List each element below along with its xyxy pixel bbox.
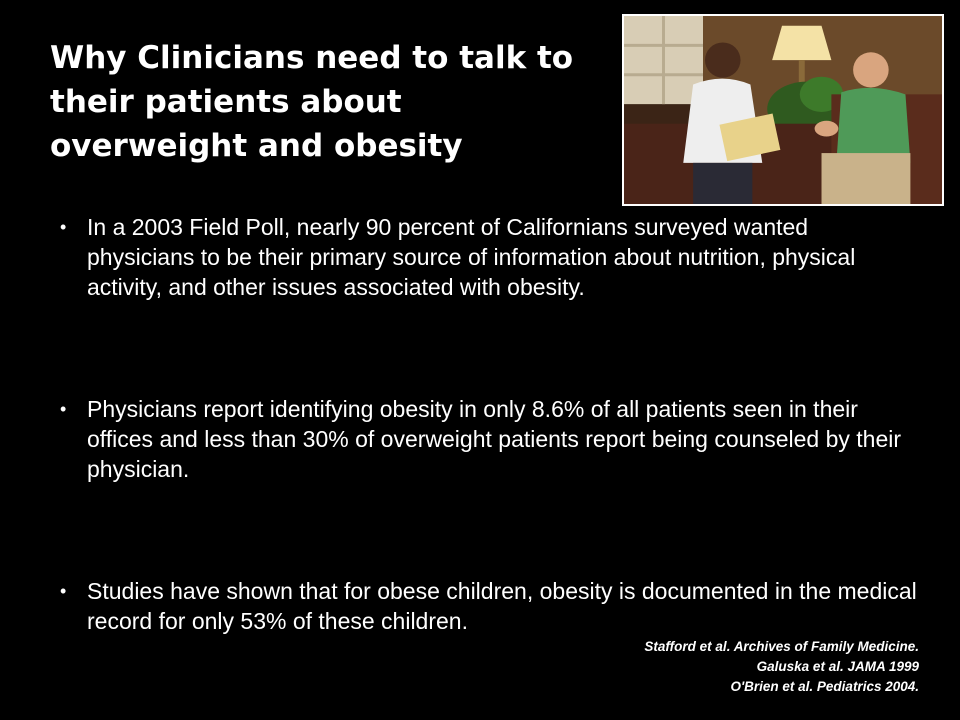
reference-line: Galuska et al. JAMA 1999 <box>756 659 919 674</box>
bullet-marker: • <box>60 217 67 237</box>
reference-line: Stafford et al. Archives of Family Medic… <box>644 639 919 654</box>
bullet-list: • In a 2003 Field Poll, nearly 90 percen… <box>60 212 920 636</box>
bullet-marker: • <box>60 399 67 419</box>
bullet-marker: • <box>60 581 67 601</box>
bullet-item: • In a 2003 Field Poll, nearly 90 percen… <box>60 212 920 302</box>
bullet-text: Physicians report identifying obesity in… <box>87 396 902 482</box>
references: Stafford et al. Archives of Family Medic… <box>644 637 919 697</box>
reference-line: O'Brien et al. Pediatrics 2004. <box>730 679 919 694</box>
photo-illustration <box>624 16 942 204</box>
bullet-item: • Studies have shown that for obese chil… <box>60 576 920 636</box>
bullet-item: • Physicians report identifying obesity … <box>60 394 920 484</box>
bullet-text: In a 2003 Field Poll, nearly 90 percent … <box>87 214 856 300</box>
slide-title: Why Clinicians need to talk to their pat… <box>50 40 574 164</box>
doctor-patient-photo <box>622 14 944 206</box>
bullet-text: Studies have shown that for obese childr… <box>87 578 917 634</box>
